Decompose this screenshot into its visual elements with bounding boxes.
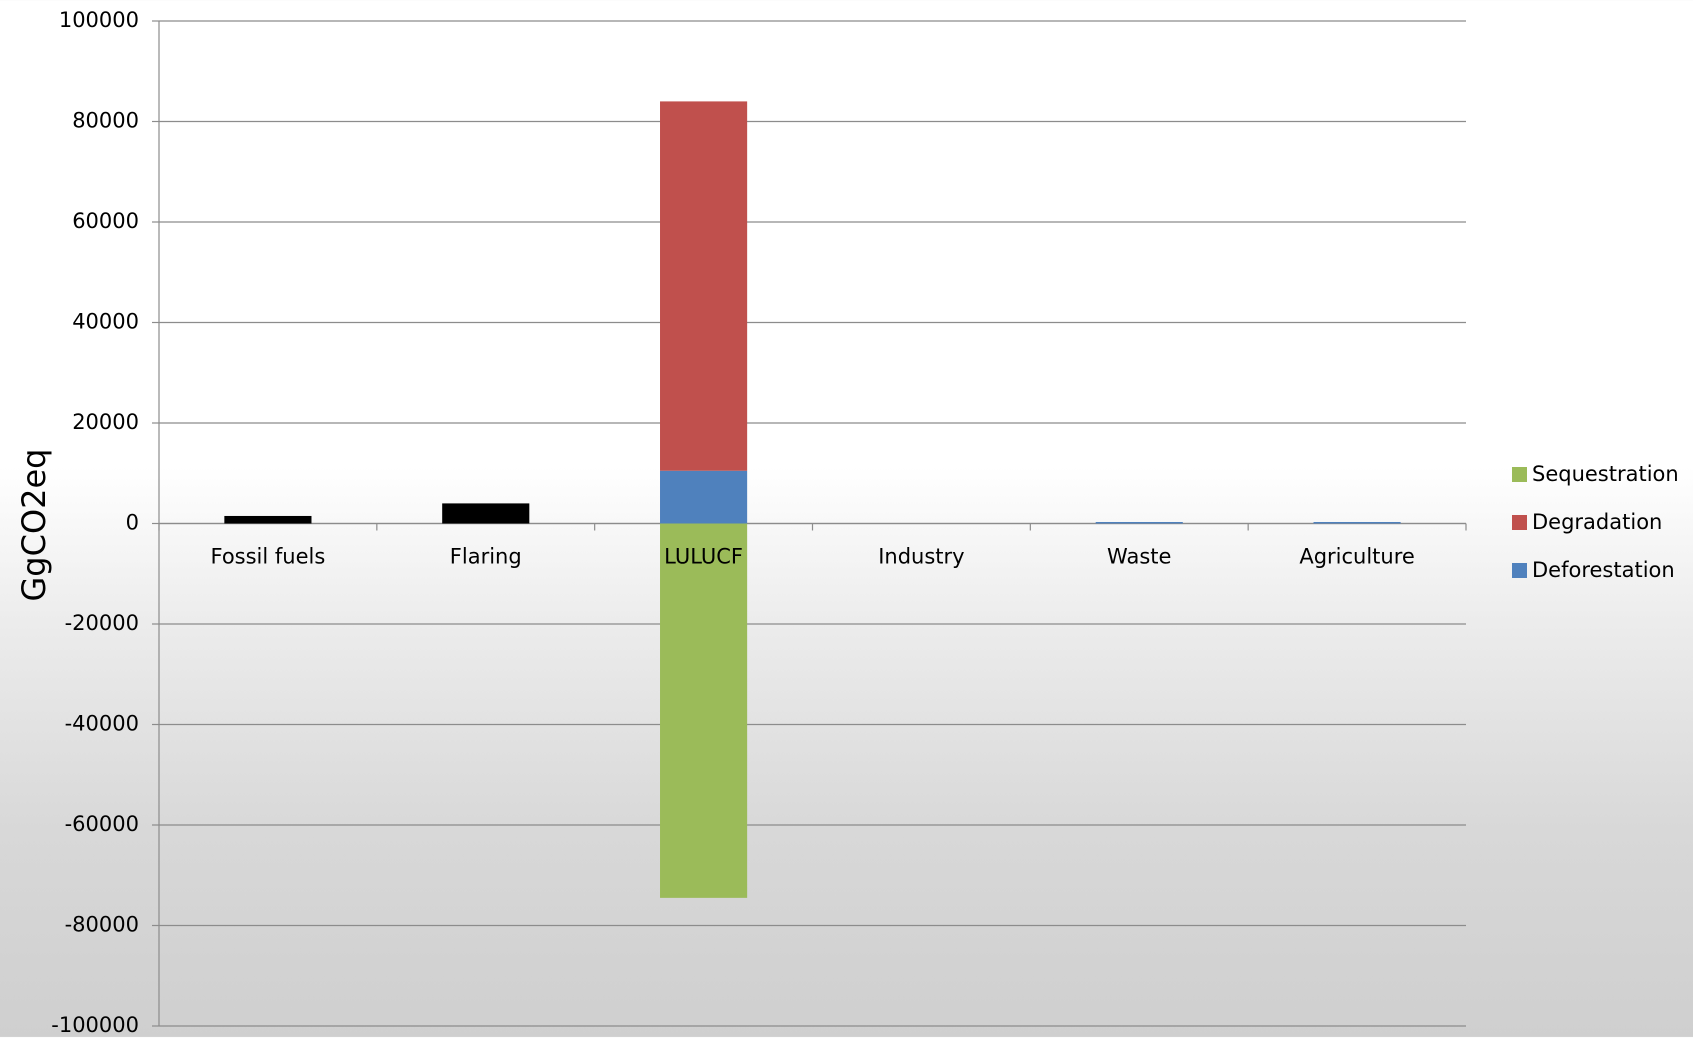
y-tick-label: 20000 xyxy=(72,410,139,434)
bar-segment xyxy=(1095,521,1183,524)
y-tick-label: -100000 xyxy=(51,1013,139,1037)
x-tick-label: LULUCF xyxy=(664,545,743,569)
x-tick-label: Agriculture xyxy=(1299,545,1415,569)
y-tick-label: 60000 xyxy=(72,209,139,233)
legend-label: Sequestration xyxy=(1532,462,1679,486)
x-tick-label: Fossil fuels xyxy=(211,545,326,569)
y-tick-label: -20000 xyxy=(65,611,139,635)
x-tick-label: Waste xyxy=(1107,545,1171,569)
x-tick-label: Flaring xyxy=(450,545,522,569)
y-tick-label: 80000 xyxy=(72,109,139,133)
bar-segment xyxy=(442,503,530,524)
bar-segment xyxy=(224,515,312,524)
x-tick-label: Industry xyxy=(878,545,964,569)
legend-swatch xyxy=(1512,563,1527,578)
y-tick-label: -60000 xyxy=(65,812,139,836)
bar-segment xyxy=(660,470,748,524)
bar-segment xyxy=(1313,521,1401,524)
y-tick-label: 40000 xyxy=(72,310,139,334)
y-tick-label: -80000 xyxy=(65,913,139,937)
bar-segment xyxy=(660,101,748,471)
legend-label: Degradation xyxy=(1532,510,1662,534)
y-tick-label: -40000 xyxy=(65,712,139,736)
y-axis-label: GgCO2eq xyxy=(15,449,53,602)
y-tick-label: 100000 xyxy=(59,8,139,32)
legend-swatch xyxy=(1512,467,1527,482)
legend-swatch xyxy=(1512,515,1527,530)
y-tick-label: 0 xyxy=(126,511,139,535)
legend-label: Deforestation xyxy=(1532,558,1675,582)
bar-segment xyxy=(660,523,748,898)
